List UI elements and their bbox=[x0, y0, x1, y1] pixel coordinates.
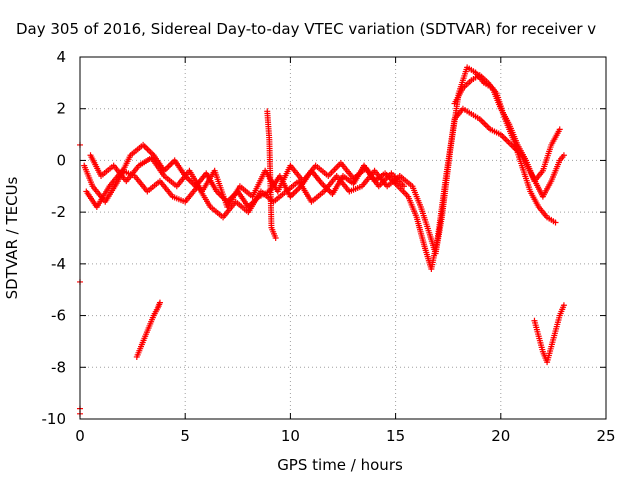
data-point bbox=[556, 126, 563, 133]
x-tick-label: 10 bbox=[281, 427, 300, 445]
data-points-layer bbox=[77, 64, 567, 417]
x-axis-label: GPS time / hours bbox=[277, 456, 403, 474]
data-point bbox=[560, 152, 567, 159]
data-point bbox=[156, 299, 163, 306]
y-tick-label: -10 bbox=[42, 410, 67, 428]
plot-frame bbox=[79, 56, 607, 420]
x-tick-label: 15 bbox=[386, 427, 405, 445]
x-tick-label: 5 bbox=[180, 427, 190, 445]
y-tick-label: 0 bbox=[56, 151, 66, 169]
y-tick-label: 2 bbox=[56, 100, 66, 118]
y-tick-label: -6 bbox=[51, 307, 66, 325]
x-tick-label: 0 bbox=[75, 427, 85, 445]
chart-title: Day 305 of 2016, Sidereal Day-to-day VTE… bbox=[16, 20, 596, 38]
y-axis-label: SDTVAR / TECUs bbox=[3, 176, 21, 299]
tick-layer: 0 5 10 15 20 25 -10 -8 -6 -4 -2 0 2 4 bbox=[42, 48, 616, 445]
x-tick-label: 20 bbox=[491, 427, 510, 445]
x-tick-label: 25 bbox=[596, 427, 615, 445]
grid-layer bbox=[80, 57, 606, 419]
data-point bbox=[272, 235, 279, 241]
data-point bbox=[552, 219, 559, 226]
data-point bbox=[560, 302, 567, 309]
y-tick-label: 4 bbox=[56, 48, 66, 66]
y-tick-label: -4 bbox=[51, 255, 66, 273]
data-point bbox=[401, 183, 408, 190]
y-tick-label: -2 bbox=[51, 203, 66, 221]
y-tick-label: -8 bbox=[51, 358, 66, 376]
